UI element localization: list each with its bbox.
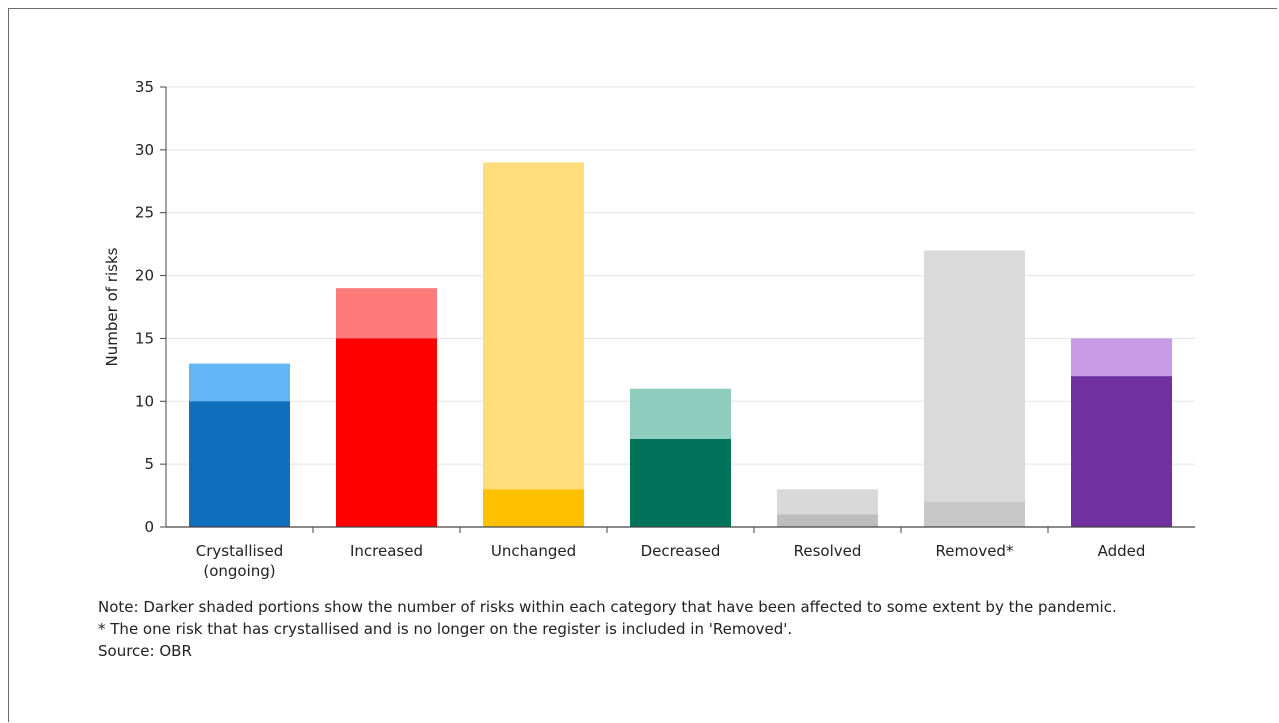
bar-dark-6: [1071, 376, 1172, 527]
x-tick-label: (ongoing): [203, 562, 275, 580]
y-tick-label: 25: [135, 204, 154, 222]
bar-dark-0: [189, 401, 290, 527]
y-tick-label: 15: [135, 329, 154, 347]
y-tick-label: 35: [135, 78, 154, 96]
x-tick-label: Removed*: [936, 542, 1014, 560]
y-tick-label: 30: [135, 141, 154, 159]
x-tick-label: Increased: [350, 542, 423, 560]
note-line: Note: Darker shaded portions show the nu…: [98, 598, 1117, 616]
y-tick-label: 5: [144, 455, 154, 473]
bar-light-4: [777, 489, 878, 515]
x-tick-label: Crystallised: [196, 542, 283, 560]
bar-light-1: [336, 288, 437, 339]
bar-dark-3: [630, 439, 731, 527]
bar-light-3: [630, 388, 731, 439]
y-axis-label: Number of risks: [103, 247, 121, 366]
bar-light-6: [1071, 338, 1172, 377]
y-tick-label: 0: [144, 518, 154, 536]
bar-dark-2: [483, 489, 584, 527]
bar-dark-4: [777, 514, 878, 527]
y-tick-label: 20: [135, 267, 154, 285]
bar-light-0: [189, 363, 290, 402]
footnote-line: * The one risk that has crystallised and…: [98, 620, 793, 638]
x-tick-label: Decreased: [641, 542, 721, 560]
source-line: Source: OBR: [98, 642, 192, 660]
bar-dark-1: [336, 338, 437, 527]
chart-notes: Note: Darker shaded portions show the nu…: [98, 596, 1117, 662]
chart-frame: [8, 8, 1277, 722]
bar-light-5: [924, 250, 1025, 502]
bar-dark-5: [924, 501, 1025, 527]
bar-light-2: [483, 162, 584, 490]
x-tick-label: Added: [1098, 542, 1146, 560]
y-tick-label: 10: [135, 392, 154, 410]
x-tick-label: Unchanged: [491, 542, 576, 560]
x-tick-label: Resolved: [794, 542, 862, 560]
